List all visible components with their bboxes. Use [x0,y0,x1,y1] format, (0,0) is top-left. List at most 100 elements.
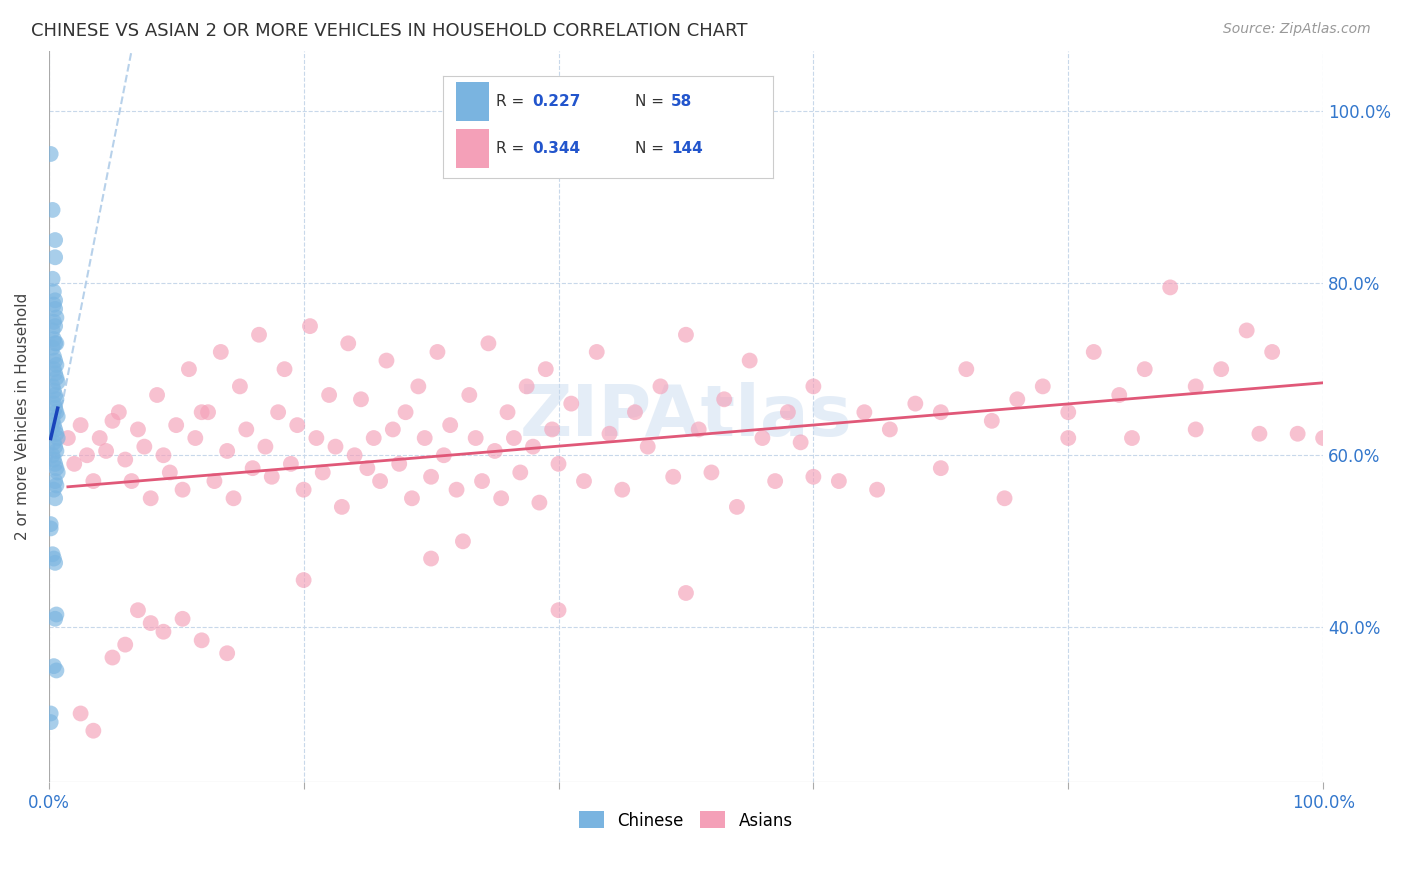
Point [139,491,162,506]
Point [204,474,226,488]
Point [41,272,63,286]
Point [139,616,162,631]
Point [1312,431,1334,445]
Point [45,607,67,622]
Point [235,422,257,436]
Point [426,345,449,359]
Point [330,500,353,514]
Point [1184,422,1206,436]
Point [471,474,494,488]
Point [738,353,761,368]
Point [451,534,474,549]
Point [45,358,67,372]
Point [381,422,404,436]
Point [803,379,825,393]
Point [484,444,506,458]
Point [464,431,486,445]
Point [1261,345,1284,359]
Point [413,431,436,445]
Text: N =: N = [634,141,668,156]
Point [56,431,79,445]
Point [44,301,66,316]
Point [45,444,67,458]
Point [39,517,62,532]
Point [541,422,564,436]
Point [572,474,595,488]
FancyBboxPatch shape [456,129,489,168]
Point [980,414,1002,428]
Point [44,457,66,471]
Point [45,371,67,385]
Point [44,422,66,436]
Point [477,336,499,351]
Point [343,448,366,462]
Point [127,603,149,617]
Point [394,405,416,419]
Point [89,431,111,445]
Text: Source: ZipAtlas.com: Source: ZipAtlas.com [1223,22,1371,37]
Point [446,483,468,497]
Point [1032,379,1054,393]
Point [42,483,65,497]
Point [662,469,685,483]
Point [44,388,66,402]
Point [318,388,340,402]
Text: ZIPAtlas: ZIPAtlas [520,382,852,451]
Text: R =: R = [496,94,529,109]
Point [152,624,174,639]
Point [929,405,952,419]
Point [41,341,63,355]
Point [101,650,124,665]
Point [675,586,697,600]
Point [44,556,66,570]
Point [177,362,200,376]
Point [134,440,156,454]
Point [42,452,65,467]
Point [159,466,181,480]
Point [1184,379,1206,393]
Point [853,405,876,419]
Point [217,646,239,660]
Point [828,474,851,488]
Point [547,457,569,471]
Text: CHINESE VS ASIAN 2 OR MORE VEHICLES IN HOUSEHOLD CORRELATION CHART: CHINESE VS ASIAN 2 OR MORE VEHICLES IN H… [31,22,748,40]
Point [44,440,66,454]
Point [209,345,232,359]
Point [41,323,63,337]
Point [1083,345,1105,359]
Point [1236,323,1258,337]
Point [337,336,360,351]
Point [516,379,538,393]
Point [1007,392,1029,407]
Point [763,474,786,488]
Point [44,293,66,308]
Point [190,633,212,648]
Point [101,414,124,428]
Point [522,440,544,454]
Point [955,362,977,376]
Point [39,147,62,161]
Point [285,418,308,433]
Text: N =: N = [634,94,668,109]
Point [44,612,66,626]
Point [993,491,1015,506]
Point [44,401,66,415]
Point [254,440,277,454]
Point [76,448,98,462]
Point [42,349,65,363]
Point [585,345,607,359]
Point [44,233,66,247]
Point [350,392,373,407]
Point [356,461,378,475]
Point [94,444,117,458]
Point [45,461,67,475]
Point [45,426,67,441]
Point [1211,362,1233,376]
Point [489,491,512,506]
Point [534,362,557,376]
Point [69,418,91,433]
Point [42,362,65,376]
Point [152,448,174,462]
Point [879,422,901,436]
Text: 58: 58 [671,94,692,109]
